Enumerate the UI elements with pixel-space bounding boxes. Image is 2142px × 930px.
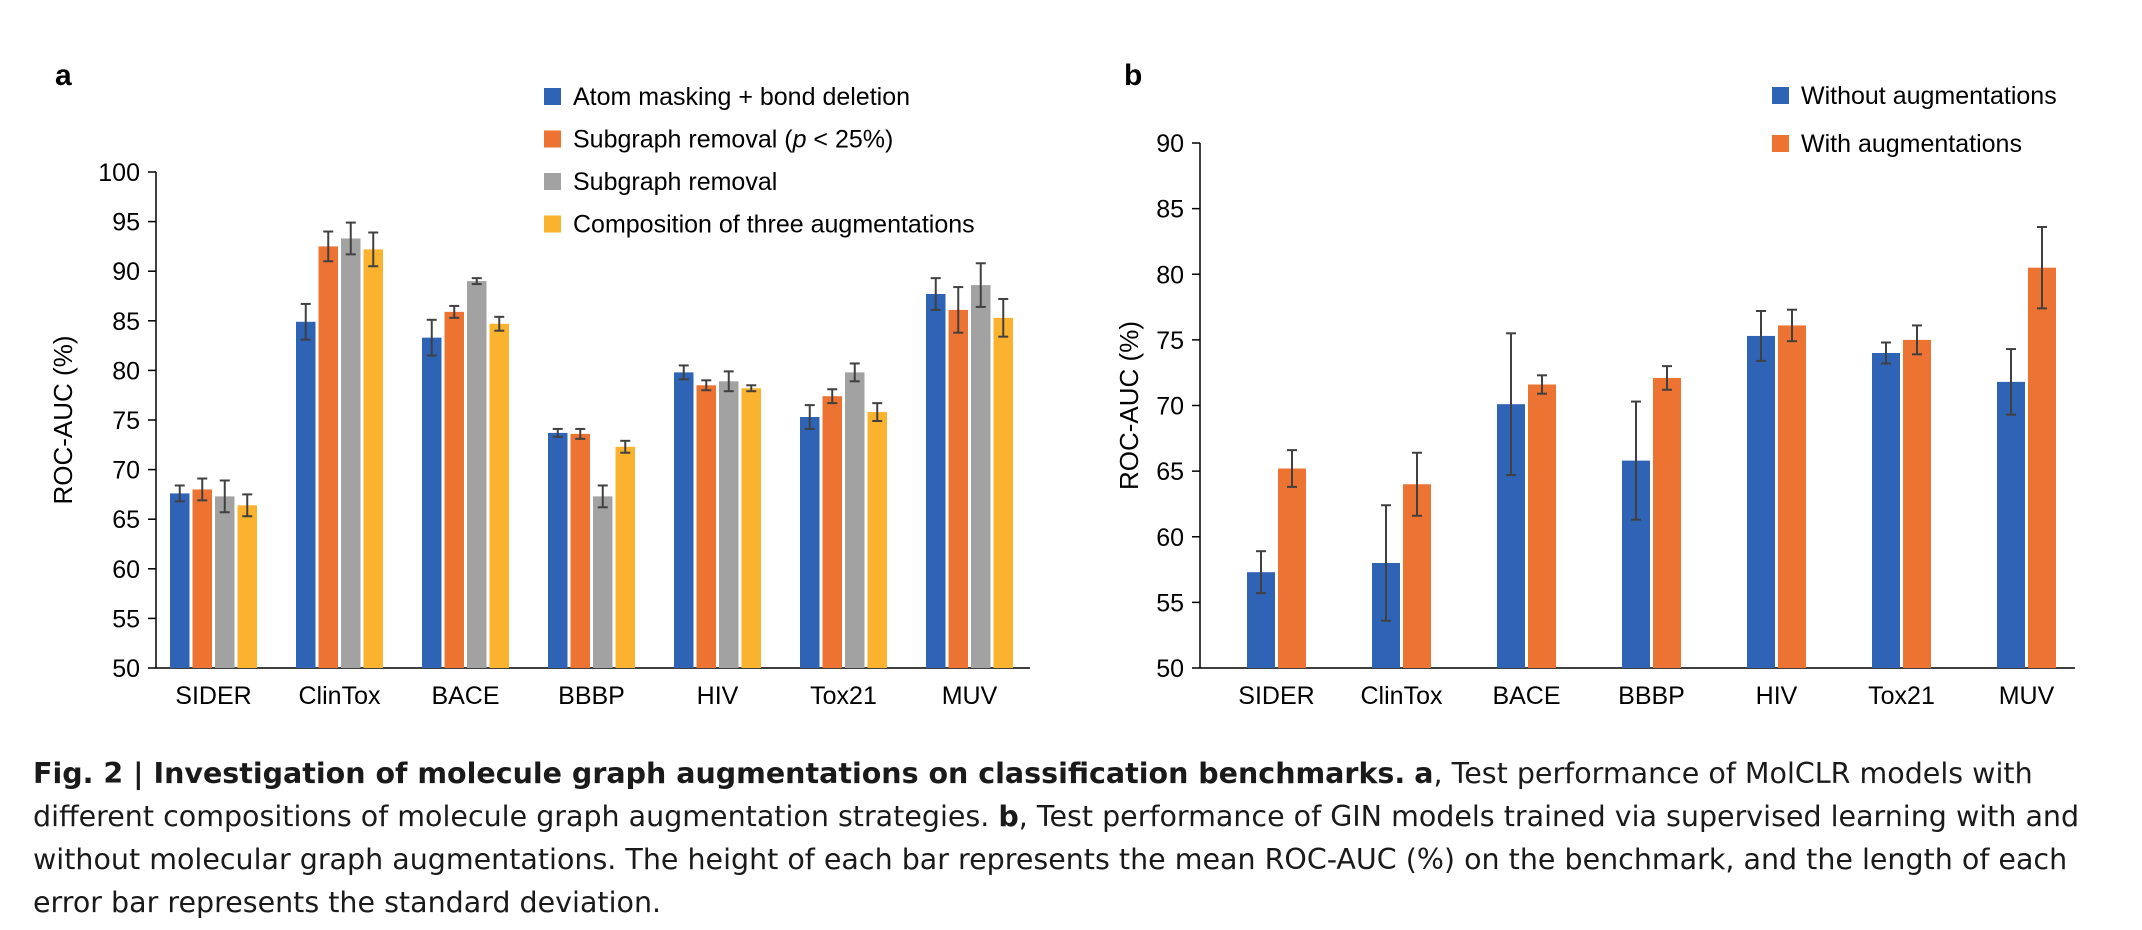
bar bbox=[1528, 384, 1556, 668]
bar bbox=[615, 446, 635, 668]
bar bbox=[570, 433, 590, 668]
bar bbox=[845, 372, 865, 668]
legend-swatch bbox=[1772, 135, 1789, 152]
y-tick-label: 70 bbox=[112, 457, 140, 485]
bar bbox=[444, 311, 464, 668]
bar bbox=[1872, 353, 1900, 668]
y-tick-label: 60 bbox=[1156, 524, 1184, 552]
y-tick-label: 70 bbox=[1156, 393, 1184, 421]
caption-b-label: b bbox=[998, 800, 1019, 833]
y-tick-label: 50 bbox=[112, 655, 140, 683]
x-tick-label: BACE bbox=[1492, 682, 1560, 710]
bar bbox=[548, 432, 568, 668]
y-tick-label: 55 bbox=[112, 605, 140, 633]
bar bbox=[719, 381, 739, 668]
bar bbox=[1653, 377, 1681, 668]
figure: a 50 55 60 65 70 75 80 85 90 95 100 ROC-AUC (%) SIDER… bbox=[48, 59, 2075, 710]
y-tick-label: 90 bbox=[112, 258, 140, 286]
y-tick-label: 90 bbox=[1156, 130, 1184, 158]
caption-a-label: a bbox=[1414, 757, 1434, 790]
x-tick-label: Tox21 bbox=[810, 682, 877, 710]
legend-swatch bbox=[544, 88, 561, 105]
y-tick-label: 75 bbox=[112, 407, 140, 435]
bar bbox=[741, 388, 761, 668]
bar bbox=[926, 294, 946, 668]
bar bbox=[1278, 468, 1306, 668]
y-tick-label: 80 bbox=[1156, 261, 1184, 289]
x-tick-label: SIDER bbox=[1238, 682, 1314, 710]
y-tick-label: 75 bbox=[1156, 327, 1184, 355]
caption-b-text: , Test performance of GIN models trained… bbox=[33, 800, 2080, 919]
legend-label: Atom masking + bond deletion bbox=[573, 83, 910, 111]
x-tick-label: HIV bbox=[697, 682, 739, 710]
legend-label: Composition of three augmentations bbox=[573, 211, 975, 239]
bar bbox=[422, 337, 442, 668]
legend-swatch bbox=[544, 130, 561, 148]
bar bbox=[1778, 325, 1806, 668]
bar bbox=[696, 385, 716, 668]
x-tick-label: Tox21 bbox=[1868, 682, 1935, 710]
bar bbox=[363, 249, 383, 668]
panel-b-chart: b 50 55 60 65 70 75 80 85 90 ROC-AUC (%) SIDER ClinT… bbox=[1114, 59, 2075, 710]
bar bbox=[296, 321, 316, 668]
caption-a-text: , Test performance of MolCLR models with… bbox=[33, 757, 2033, 833]
bar bbox=[341, 238, 361, 669]
bar bbox=[971, 285, 991, 668]
bar bbox=[318, 246, 338, 668]
bar bbox=[1997, 381, 2025, 668]
figure-canvas: a 50 55 60 65 70 75 80 85 90 95 100 ROC-AUC (%) SIDER… bbox=[48, 59, 2075, 710]
bar bbox=[674, 372, 694, 668]
bar bbox=[993, 317, 1013, 668]
bar bbox=[800, 417, 820, 668]
legend-label: Without augmentations bbox=[1801, 82, 2057, 110]
bar bbox=[192, 489, 212, 668]
bar bbox=[948, 309, 968, 668]
y-axis-label: ROC-AUC (%) bbox=[1114, 321, 1144, 490]
y-tick-label: 65 bbox=[112, 506, 140, 534]
x-tick-label: HIV bbox=[1756, 682, 1798, 710]
x-tick-label: BBBP bbox=[558, 682, 625, 710]
caption-title: Fig. 2 | Investigation of molecule graph… bbox=[33, 757, 1406, 790]
y-tick-label: 100 bbox=[98, 159, 140, 187]
y-tick-label: 60 bbox=[112, 556, 140, 584]
panel-label: b bbox=[1124, 59, 1142, 92]
y-tick-label: 85 bbox=[112, 308, 140, 336]
y-tick-label: 80 bbox=[112, 357, 140, 385]
y-tick-label: 95 bbox=[112, 209, 140, 237]
bar bbox=[1903, 339, 1931, 668]
figure-caption: Fig. 2 | Investigation of molecule graph… bbox=[33, 752, 2113, 924]
legend-label: With augmentations bbox=[1801, 130, 2022, 158]
bar bbox=[822, 396, 842, 668]
y-tick-label: 85 bbox=[1156, 196, 1184, 224]
y-tick-label: 55 bbox=[1156, 589, 1184, 617]
bar bbox=[1747, 335, 1775, 668]
bar bbox=[593, 496, 613, 668]
bar bbox=[215, 496, 235, 668]
bar bbox=[2028, 267, 2056, 668]
legend-swatch bbox=[544, 173, 561, 190]
x-tick-label: BACE bbox=[431, 682, 499, 710]
bar bbox=[237, 505, 257, 668]
legend-swatch bbox=[544, 215, 561, 233]
x-tick-label: MUV bbox=[942, 682, 998, 710]
bar bbox=[489, 323, 509, 668]
x-tick-label: ClinTox bbox=[299, 682, 381, 710]
x-tick-label: BBBP bbox=[1618, 682, 1685, 710]
y-tick-label: 50 bbox=[1156, 655, 1184, 683]
panel-a-chart: a 50 55 60 65 70 75 80 85 90 95 100 ROC-AUC (%) SIDER… bbox=[48, 59, 1030, 710]
bar bbox=[170, 493, 190, 668]
x-tick-label: MUV bbox=[1999, 682, 2055, 710]
legend-label: Subgraph removal bbox=[573, 168, 777, 196]
y-axis-label: ROC-AUC (%) bbox=[48, 336, 78, 505]
x-tick-label: ClinTox bbox=[1361, 682, 1443, 710]
legend-label: Subgraph removal (p < 25%) bbox=[573, 126, 893, 154]
x-tick-label: SIDER bbox=[175, 682, 251, 710]
panel-label: a bbox=[55, 59, 72, 92]
y-tick-label: 65 bbox=[1156, 458, 1184, 486]
legend-swatch bbox=[1772, 87, 1789, 104]
bar bbox=[467, 281, 487, 668]
bar bbox=[867, 412, 887, 668]
